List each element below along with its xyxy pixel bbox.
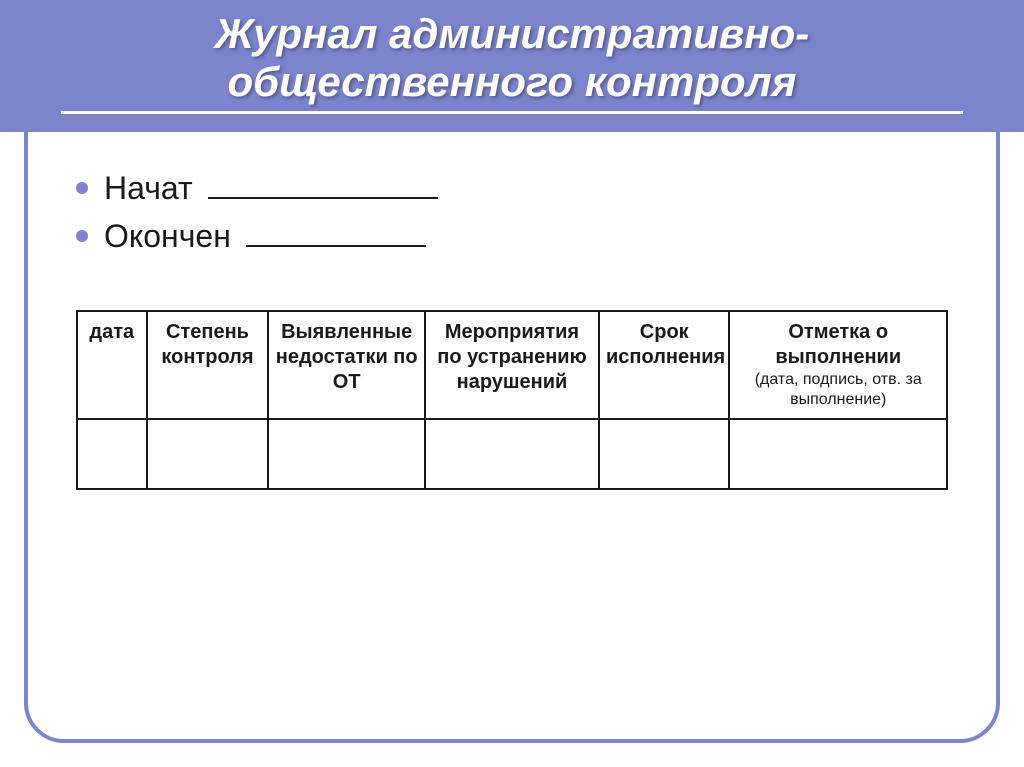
header-label: Мероприятия по устранению нарушений (437, 321, 586, 393)
table-header-cell: Отметка о выполнении (дата, подпись, отв… (729, 311, 947, 419)
started-blank (208, 172, 438, 199)
table-head: дата Степень контроля Выявленные недостатк… (77, 311, 947, 419)
started-label: Начат (104, 170, 193, 206)
page-title: Журнал административно- общественного ко… (0, 10, 1024, 107)
table-cell (599, 419, 730, 489)
table-body (77, 419, 947, 489)
table-header-cell: Выявленные недостатки по ОТ (268, 311, 425, 419)
content-frame: Начат Окончен дата Степень контроля Выявле… (24, 70, 1000, 743)
table-header-cell: дата (77, 311, 147, 419)
bullet-started: Начат (76, 164, 948, 212)
bullet-ended: Окончен (76, 212, 948, 260)
header-label: Срок исполнения (606, 321, 725, 368)
title-line-1: Журнал административно- (215, 10, 810, 57)
table-cell (425, 419, 599, 489)
header-note: (дата, подпись, отв. за выполнение) (736, 370, 940, 410)
table-row (77, 419, 947, 489)
title-band: Журнал административно- общественного ко… (0, 0, 1024, 132)
header-label: Степень контроля (161, 321, 253, 368)
control-log-table: дата Степень контроля Выявленные недостатк… (76, 310, 948, 490)
table-header-cell: Мероприятия по устранению нарушений (425, 311, 599, 419)
bullet-list: Начат Окончен (76, 164, 948, 260)
title-underline (61, 111, 962, 114)
ended-blank (246, 220, 426, 247)
table-header-cell: Срок исполнения (599, 311, 730, 419)
table-cell (77, 419, 147, 489)
header-label: Отметка о выполнении (775, 321, 901, 368)
table-header-row: дата Степень контроля Выявленные недостатк… (77, 311, 947, 419)
table-cell (147, 419, 269, 489)
table-header-cell: Степень контроля (147, 311, 269, 419)
table-cell (729, 419, 947, 489)
ended-label: Окончен (104, 218, 231, 254)
header-label: дата (89, 321, 134, 343)
table-cell (268, 419, 425, 489)
title-line-2: общественного контроля (227, 58, 796, 105)
header-label: Выявленные недостатки по ОТ (276, 321, 418, 393)
